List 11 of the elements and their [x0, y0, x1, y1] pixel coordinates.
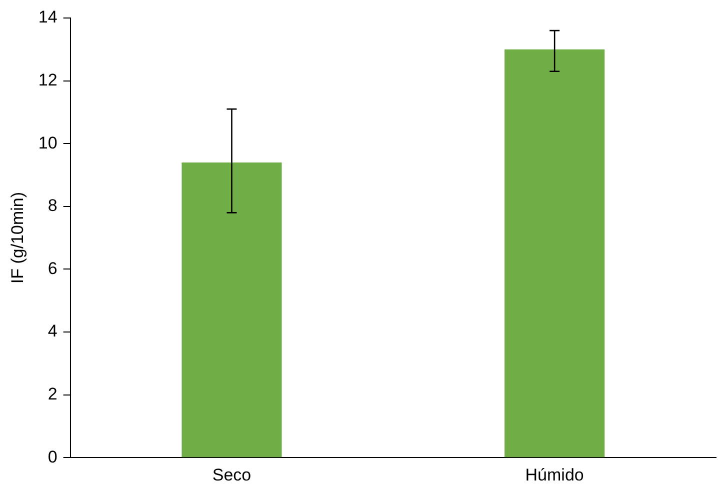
y-tick-label: 12	[38, 70, 58, 90]
y-tick-label: 4	[48, 322, 58, 341]
y-tick-label: 2	[48, 384, 58, 404]
y-axis-title: IF (g/10min)	[8, 192, 27, 284]
y-tick-label: 0	[48, 447, 58, 466]
y-tick-label: 14	[38, 8, 58, 27]
x-tick-label: Seco	[212, 465, 252, 484]
y-tick-label: 10	[38, 133, 58, 152]
x-tick-label: Húmido	[525, 465, 584, 484]
y-tick-label: 6	[48, 258, 58, 278]
y-tick-label: 8	[48, 196, 58, 216]
